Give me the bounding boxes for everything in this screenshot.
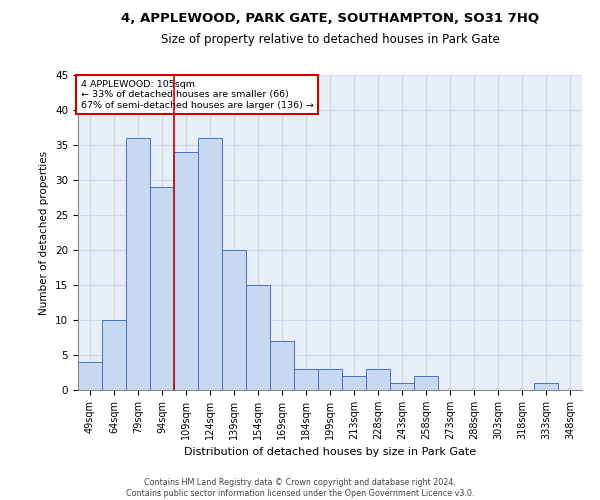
- Text: Contains HM Land Registry data © Crown copyright and database right 2024.
Contai: Contains HM Land Registry data © Crown c…: [126, 478, 474, 498]
- Bar: [294, 369, 318, 390]
- Bar: [102, 320, 126, 390]
- Bar: [414, 376, 438, 390]
- Bar: [318, 369, 342, 390]
- Text: Size of property relative to detached houses in Park Gate: Size of property relative to detached ho…: [161, 32, 499, 46]
- Bar: [366, 369, 390, 390]
- Bar: [126, 138, 150, 390]
- Text: 4 APPLEWOOD: 105sqm
← 33% of detached houses are smaller (66)
67% of semi-detach: 4 APPLEWOOD: 105sqm ← 33% of detached ho…: [80, 80, 313, 110]
- Bar: [534, 383, 558, 390]
- Bar: [342, 376, 366, 390]
- X-axis label: Distribution of detached houses by size in Park Gate: Distribution of detached houses by size …: [184, 448, 476, 458]
- Bar: [198, 138, 222, 390]
- Bar: [390, 383, 414, 390]
- Bar: [246, 285, 270, 390]
- Bar: [150, 187, 174, 390]
- Bar: [174, 152, 198, 390]
- Bar: [270, 341, 294, 390]
- Bar: [222, 250, 246, 390]
- Y-axis label: Number of detached properties: Number of detached properties: [40, 150, 49, 314]
- Text: 4, APPLEWOOD, PARK GATE, SOUTHAMPTON, SO31 7HQ: 4, APPLEWOOD, PARK GATE, SOUTHAMPTON, SO…: [121, 12, 539, 26]
- Bar: [78, 362, 102, 390]
